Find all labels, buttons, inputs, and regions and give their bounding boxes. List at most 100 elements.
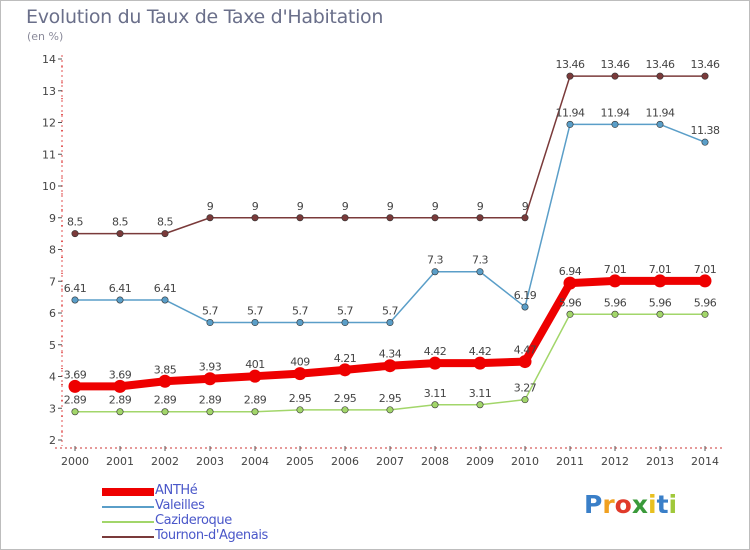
data-point [566,120,574,128]
data-label: 2.89 [109,394,132,407]
y-tick-label: 7 [49,275,56,288]
data-label: 2.89 [199,394,222,407]
data-point [656,310,664,318]
y-tick-label: 2 [49,434,56,447]
data-label: 5.7 [292,305,308,318]
data-point [701,138,709,146]
data-label: 2.89 [64,394,87,407]
legend-swatch-anthe [102,488,154,496]
data-point [341,406,349,414]
y-tick-label: 8 [49,244,56,257]
data-label: 7.3 [427,254,443,267]
logo-letter: P [584,490,603,519]
data-point [701,72,709,80]
data-point [611,72,619,80]
chart-axes: 2 3 4 5 6 7 8 9 10 11 12 13 14 2000 2001 2002 2003 2004 20… [42,53,722,468]
data-label: 9 [252,200,259,213]
data-label: 7.3 [472,254,488,267]
data-point [71,296,79,304]
logo-letter: o [614,490,632,519]
data-point [563,276,577,290]
data-point [158,374,172,388]
data-label: 13.46 [556,58,585,71]
legend-label-tournon: Tournon-d'Agenais [155,528,268,543]
y-tick-label: 14 [42,53,56,66]
data-label: 409 [290,356,310,369]
data-point [251,214,259,222]
data-point [296,406,304,414]
data-label: 13.46 [691,58,720,71]
data-point [248,369,262,383]
data-point [116,408,124,416]
data-label: 3.93 [199,361,222,374]
data-label: 6.41 [154,282,177,295]
data-point [476,214,484,222]
data-label: 9 [207,200,214,213]
data-point [611,120,619,128]
legend-swatch-cazideroque [102,521,154,523]
data-point [341,214,349,222]
data-label: 5.7 [382,305,398,318]
data-point [566,72,574,80]
data-point [338,363,352,377]
data-point [113,379,127,393]
data-label: 2.95 [289,392,312,405]
data-point [473,356,487,370]
y-tick-label: 4 [49,371,56,384]
data-label: 11.94 [556,106,585,119]
data-point [293,367,307,381]
data-point [566,310,574,318]
y-tick-label: 12 [42,117,56,130]
data-point [206,408,214,416]
legend-label-anthe: ANTHé [155,483,198,498]
data-label: 8.5 [157,216,173,229]
data-label: 2.89 [244,394,267,407]
data-label: 4.42 [469,345,492,358]
data-point [116,296,124,304]
data-point [476,268,484,276]
logo-letter: i [648,490,657,519]
data-label: 401 [245,358,265,371]
data-point [206,319,214,327]
x-tick-label: 2014 [691,455,719,468]
data-label: 3.69 [64,368,87,381]
y-tick-label: 9 [49,212,56,225]
data-label: 4.34 [379,348,402,361]
data-point [608,274,622,288]
data-label: 5.7 [247,305,263,318]
y-tick-label: 5 [49,339,56,352]
data-point [428,356,442,370]
proxiti-logo: Proxiti [584,490,677,519]
data-label: 5.7 [337,305,353,318]
data-point [431,268,439,276]
data-label: 9 [297,200,304,213]
data-label: 9 [522,200,529,213]
data-point [161,408,169,416]
data-label: 9 [387,200,394,213]
data-point [383,359,397,373]
data-label: 6.94 [559,265,582,278]
legend-label-valeilles: Valeilles [155,498,205,513]
data-label: 8.5 [67,216,83,229]
data-label: 2.89 [154,394,177,407]
x-tick-label: 2012 [601,455,629,468]
x-tick-label: 2007 [376,455,404,468]
data-label: 2.95 [334,392,357,405]
x-tick-label: 2000 [61,455,89,468]
data-label: 5.96 [649,296,672,309]
data-point [698,274,712,288]
data-point [203,372,217,386]
data-point [296,319,304,327]
x-tick-label: 2010 [511,455,539,468]
data-label: 9 [432,200,439,213]
data-point [206,214,214,222]
data-point [521,396,529,404]
y-tick-label: 6 [49,307,56,320]
data-point [251,319,259,327]
y-tick-label: 10 [42,180,56,193]
data-label: 4.47 [514,344,537,357]
data-label: 6.41 [109,282,132,295]
series-layer [68,72,712,416]
